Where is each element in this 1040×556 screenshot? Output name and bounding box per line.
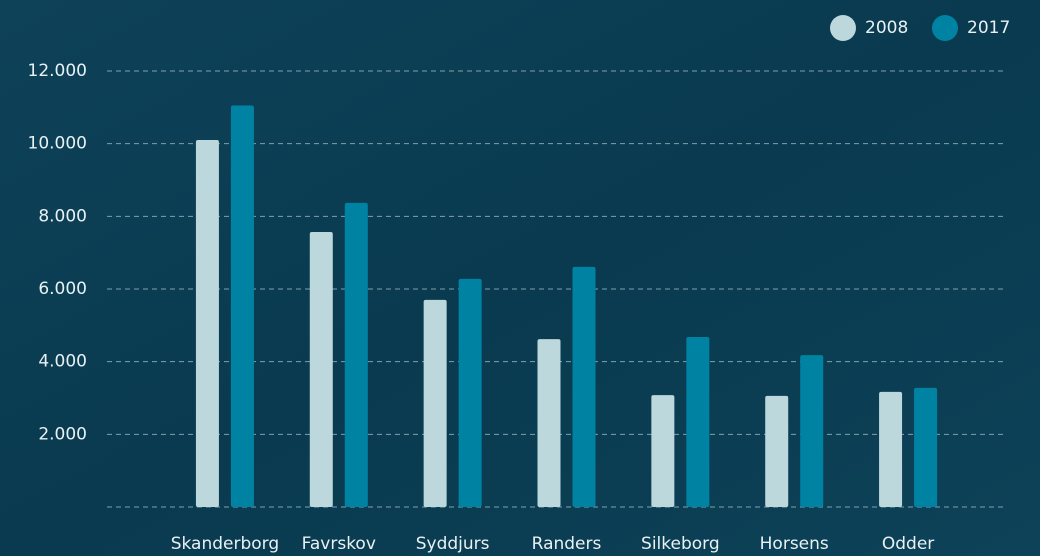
bar [423, 299, 447, 507]
bar [800, 355, 824, 507]
legend-swatch [932, 15, 958, 41]
bar [572, 266, 596, 507]
bar [765, 395, 789, 507]
x-tick-label: Horsens [760, 534, 829, 554]
legend-label: 2017 [967, 18, 1010, 38]
bar [914, 387, 938, 507]
y-tick-label: 12.000 [28, 61, 87, 81]
bar [230, 105, 254, 508]
bar [651, 395, 675, 507]
bar [458, 278, 482, 507]
bar [309, 231, 333, 507]
x-tick-label: Syddjurs [416, 534, 490, 554]
x-tick-label: Skanderborg [171, 534, 279, 554]
bar [686, 336, 710, 507]
y-tick-label: 4.000 [38, 352, 87, 372]
y-tick-label: 10.000 [28, 134, 87, 154]
bar [879, 391, 903, 507]
x-tick-label: Randers [532, 534, 602, 554]
bar [195, 140, 219, 508]
y-tick-label: 2.000 [38, 424, 87, 444]
x-tick-label: Favrskov [302, 534, 376, 554]
bar [344, 202, 368, 507]
x-tick-label: Odder [882, 534, 934, 554]
x-tick-label: Silkeborg [641, 534, 720, 554]
bar [537, 339, 561, 507]
y-tick-label: 8.000 [38, 206, 87, 226]
legend-swatch [830, 15, 856, 41]
y-tick-label: 6.000 [38, 279, 87, 299]
legend-label: 2008 [865, 18, 908, 38]
